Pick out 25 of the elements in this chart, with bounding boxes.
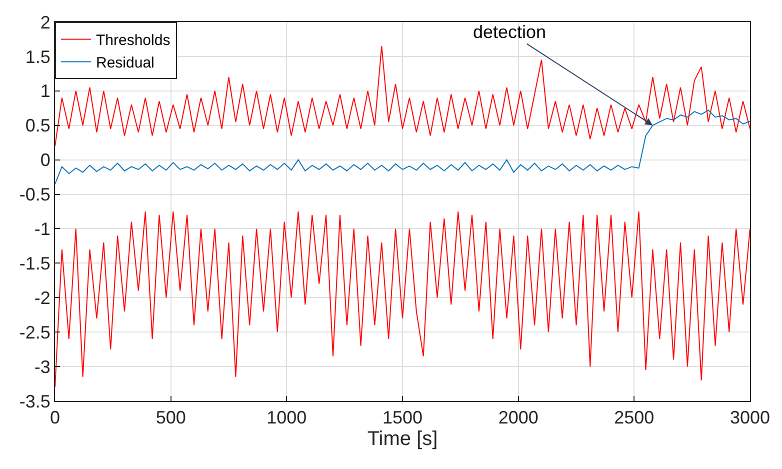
y-tick-label: -3.5 — [19, 391, 50, 412]
legend-label: Thresholds — [96, 32, 170, 50]
line-series — [55, 46, 750, 147]
y-tick-label: 1 — [40, 81, 50, 102]
y-tick-label: -1.5 — [19, 253, 50, 274]
x-tick-label: 1000 — [266, 408, 307, 428]
line-series — [55, 110, 750, 184]
x-axis-title: Time [s] — [367, 428, 438, 450]
x-tick-label: 500 — [156, 408, 186, 428]
y-tick-label: -0.5 — [19, 184, 50, 205]
annotation: detection — [473, 22, 546, 42]
y-tick-label: -1 — [34, 219, 50, 240]
x-tick-label: 1500 — [382, 408, 423, 428]
y-tick-label: -2 — [34, 288, 50, 308]
y-tick-label: 0.5 — [25, 116, 50, 136]
x-tick-label: 2500 — [614, 408, 654, 428]
y-tick-label: -2.5 — [19, 322, 50, 342]
x-tick-label: 3000 — [730, 408, 770, 428]
line-series — [55, 211, 750, 388]
y-tick-label: -3 — [34, 356, 50, 377]
x-tick-label: 2000 — [498, 408, 538, 428]
y-tick-label: 0 — [40, 150, 50, 170]
y-tick-label: 2 — [40, 12, 50, 32]
legend-label: Residual — [96, 54, 154, 72]
y-tick-label: 1.5 — [25, 46, 50, 67]
